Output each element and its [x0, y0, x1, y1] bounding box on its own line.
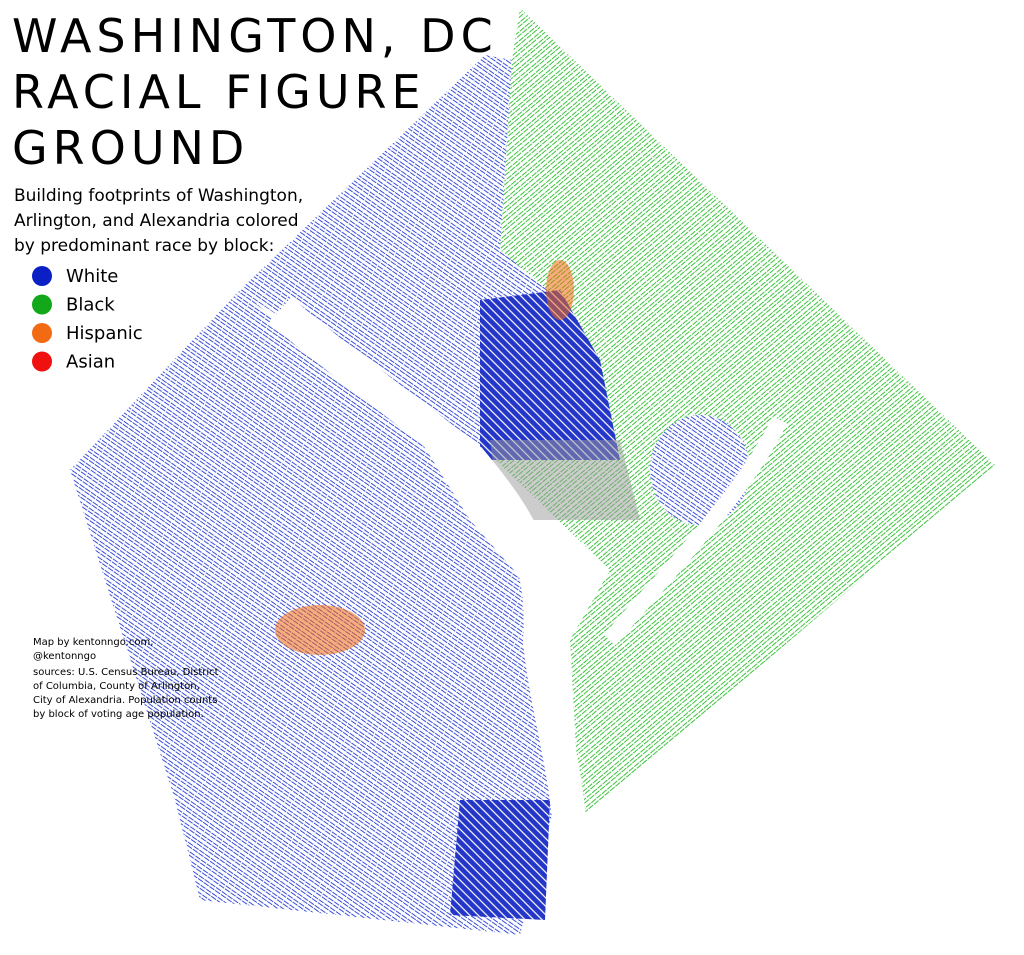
title-line: GROUND [12, 121, 249, 175]
river [268, 297, 587, 832]
sources-line: of Columbia, County of Arlington, [33, 681, 200, 692]
dc-center [480, 290, 620, 460]
sources-line: City of Alexandria. Population counts [33, 695, 217, 706]
map-areas [70, 8, 995, 935]
legend-swatch [32, 323, 52, 343]
dc-east [480, 8, 995, 820]
legend-swatch [32, 294, 52, 315]
subtitle-line: by predominant race by block: [14, 236, 274, 256]
legend-label: Asian [66, 352, 115, 373]
legend-label: Black [66, 295, 115, 316]
legend-label: White [66, 266, 118, 287]
subtitle-line: Building footprints of Washington, [14, 186, 303, 206]
credit-line: @kentonngo [33, 651, 96, 662]
legend-swatch [32, 266, 52, 286]
subtitle-line: Arlington, and Alexandria colored [14, 211, 299, 231]
sources-line: sources: U.S. Census Bureau, District [33, 667, 219, 678]
hispanic-cluster [546, 260, 574, 320]
credit-line: Map by kentonngo.com, [33, 637, 153, 648]
legend-swatch [32, 351, 52, 372]
legend-label: Hispanic [66, 323, 143, 344]
title-line: RACIAL FIGURE [12, 65, 426, 119]
sources-line: by block of voting age population. [33, 709, 204, 720]
hispanic-cluster [275, 605, 365, 655]
anacostia [603, 416, 788, 646]
capitol-hill [650, 415, 750, 525]
legend: White Black Hispanic Asian [32, 266, 143, 373]
mall [490, 440, 640, 520]
title-line: WASHINGTON, DC [12, 9, 498, 63]
alexandria [450, 800, 550, 920]
